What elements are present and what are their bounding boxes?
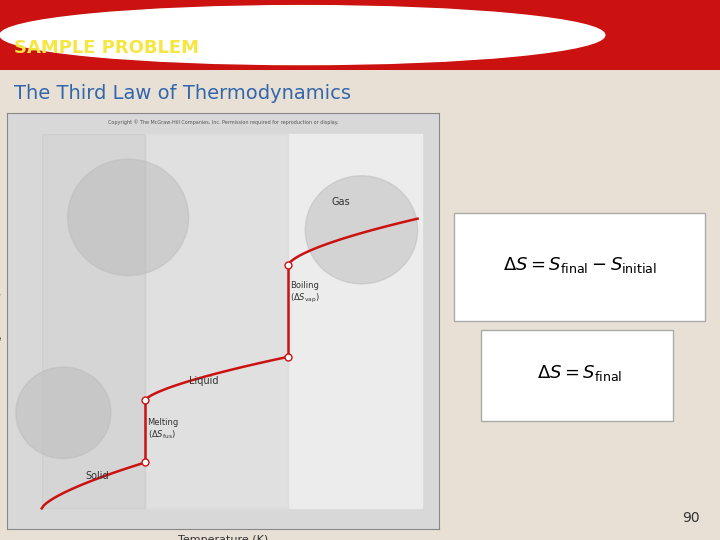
FancyBboxPatch shape [481, 329, 672, 421]
Text: Solid: Solid [85, 471, 109, 481]
Text: Liquid: Liquid [189, 376, 218, 386]
Y-axis label: S (J/K • mol): S (J/K • mol) [0, 292, 1, 351]
Circle shape [0, 5, 605, 65]
Polygon shape [145, 134, 288, 509]
Circle shape [68, 159, 189, 275]
Text: Melting
($\Delta S_{\mathrm{fus}}$): Melting ($\Delta S_{\mathrm{fus}}$) [148, 418, 179, 441]
Circle shape [305, 176, 418, 284]
Bar [42, 134, 422, 509]
Circle shape [16, 367, 111, 458]
Text: SAMPLE PROBLEM: SAMPLE PROBLEM [14, 39, 199, 57]
Text: $\Delta S = S_{\rm final}$: $\Delta S = S_{\rm final}$ [537, 363, 622, 383]
Text: 18.4: 18.4 [248, 19, 285, 34]
Text: $\Delta S = S_{\rm final} - S_{\rm initial}$: $\Delta S = S_{\rm final} - S_{\rm initi… [503, 255, 657, 275]
Text: The Third Law of Thermodynamics: The Third Law of Thermodynamics [14, 84, 351, 104]
Text: Gas: Gas [331, 197, 350, 207]
Text: Copyright © The McGraw-Hill Companies, Inc. Permission required for reproduction: Copyright © The McGraw-Hill Companies, I… [108, 119, 338, 125]
Polygon shape [42, 134, 145, 509]
Text: Boiling
($\Delta S_{\mathrm{vap}}$): Boiling ($\Delta S_{\mathrm{vap}}$) [290, 281, 320, 305]
X-axis label: Temperature (K): Temperature (K) [178, 535, 269, 540]
FancyBboxPatch shape [454, 213, 705, 321]
Text: 90: 90 [682, 511, 699, 525]
